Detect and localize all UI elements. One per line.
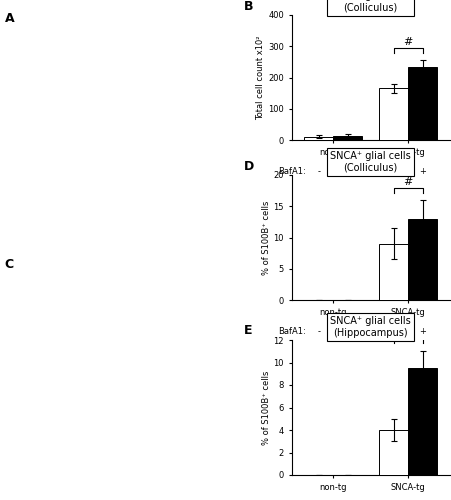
Text: +: + — [344, 168, 350, 176]
Text: D: D — [244, 160, 254, 173]
Text: -: - — [317, 328, 319, 336]
Text: +: + — [419, 168, 425, 176]
Text: BafA1:: BafA1: — [278, 328, 305, 336]
Text: +: + — [344, 328, 350, 336]
Y-axis label: Total cell count x10²: Total cell count x10² — [256, 35, 265, 119]
Bar — [332, 136, 362, 140]
Text: +: + — [419, 328, 425, 336]
Bar — [378, 88, 407, 140]
Text: A: A — [5, 12, 14, 26]
Text: -: - — [391, 328, 394, 336]
Bar — [407, 66, 436, 140]
Y-axis label: % of S100B⁺ cells: % of S100B⁺ cells — [261, 370, 270, 444]
Title: SNCA⁺ glial cells
(Colliculus): SNCA⁺ glial cells (Colliculus) — [330, 0, 410, 13]
Bar — [407, 368, 436, 475]
Bar — [378, 244, 407, 300]
Text: BafA1:: BafA1: — [278, 168, 305, 176]
Bar — [407, 219, 436, 300]
Text: B: B — [244, 0, 253, 13]
Title: SNCA⁺ glial cells
(Hippocampus): SNCA⁺ glial cells (Hippocampus) — [330, 316, 410, 338]
Bar — [304, 137, 332, 140]
Text: C: C — [5, 258, 14, 270]
Title: SNCA⁺ glial cells
(Colliculus): SNCA⁺ glial cells (Colliculus) — [330, 151, 410, 173]
Text: #: # — [403, 37, 412, 47]
Bar — [378, 430, 407, 475]
Text: -: - — [391, 168, 394, 176]
Y-axis label: % of S100B⁺ cells: % of S100B⁺ cells — [261, 200, 270, 274]
Text: -: - — [317, 168, 319, 176]
Text: #: # — [403, 327, 412, 337]
Text: #: # — [403, 177, 412, 187]
Text: E: E — [244, 324, 252, 337]
